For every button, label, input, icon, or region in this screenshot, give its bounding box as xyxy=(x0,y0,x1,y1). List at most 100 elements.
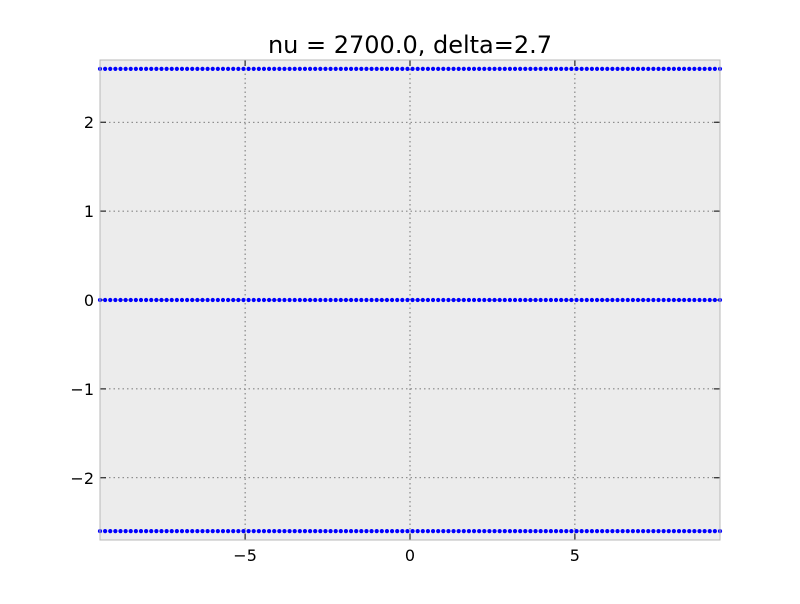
data-point xyxy=(538,297,543,303)
data-point xyxy=(584,66,589,71)
data-point xyxy=(594,529,600,534)
data-point xyxy=(574,66,579,71)
data-point xyxy=(600,297,605,303)
data-point xyxy=(364,66,369,71)
data-point xyxy=(384,66,390,71)
data-point xyxy=(292,529,297,534)
data-point xyxy=(379,297,384,303)
data-point xyxy=(466,529,472,534)
data-point xyxy=(364,297,369,303)
data-point xyxy=(605,297,610,303)
data-point xyxy=(471,297,477,303)
data-point xyxy=(533,297,538,303)
data-point xyxy=(538,66,543,71)
data-point xyxy=(354,297,359,303)
data-point xyxy=(702,297,707,303)
data-point xyxy=(118,529,123,534)
data-point xyxy=(113,529,118,534)
data-point xyxy=(261,297,267,303)
data-point xyxy=(518,297,523,303)
data-point xyxy=(374,529,379,534)
data-point xyxy=(682,297,687,303)
data-point xyxy=(584,529,589,534)
data-point xyxy=(471,66,477,71)
data-point xyxy=(579,529,584,534)
data-point xyxy=(405,529,410,534)
data-point xyxy=(461,297,466,303)
data-point xyxy=(200,66,205,71)
data-point xyxy=(635,529,641,534)
data-point xyxy=(113,297,118,303)
data-point xyxy=(559,297,564,303)
data-point xyxy=(354,66,359,71)
data-point xyxy=(338,66,343,71)
data-point xyxy=(553,297,559,303)
data-point xyxy=(523,529,528,534)
data-point xyxy=(451,529,456,534)
data-point xyxy=(425,66,431,71)
data-point xyxy=(323,529,328,534)
data-point xyxy=(354,529,359,534)
data-point xyxy=(543,66,548,71)
data-point xyxy=(185,529,190,534)
data-point xyxy=(502,297,507,303)
data-point xyxy=(471,529,477,534)
data-point xyxy=(190,66,195,71)
data-point xyxy=(369,529,374,534)
data-point xyxy=(307,297,313,303)
data-point xyxy=(185,297,190,303)
data-point xyxy=(461,66,466,71)
data-point xyxy=(425,297,431,303)
data-point xyxy=(159,297,164,303)
data-point xyxy=(569,297,574,303)
data-point xyxy=(548,297,554,303)
data-point xyxy=(692,297,697,303)
data-point xyxy=(307,66,313,71)
series-row xyxy=(97,529,723,534)
data-point xyxy=(625,66,630,71)
data-point xyxy=(164,66,169,71)
data-point xyxy=(159,529,164,534)
data-point xyxy=(256,66,261,71)
data-point xyxy=(118,66,123,71)
data-point xyxy=(656,529,661,534)
data-point xyxy=(512,66,518,71)
data-point xyxy=(646,66,651,71)
data-point xyxy=(210,529,215,534)
scatter-points xyxy=(97,66,723,534)
data-point xyxy=(297,297,302,303)
data-point xyxy=(225,529,231,534)
data-point xyxy=(338,297,343,303)
data-point xyxy=(395,66,400,71)
data-point xyxy=(425,529,431,534)
data-point xyxy=(482,529,487,534)
data-point xyxy=(682,529,687,534)
data-point xyxy=(405,297,410,303)
data-point xyxy=(528,529,533,534)
data-point xyxy=(287,297,292,303)
data-point xyxy=(420,297,425,303)
data-point xyxy=(466,297,472,303)
data-point xyxy=(164,297,169,303)
data-point xyxy=(133,66,138,71)
data-point xyxy=(251,66,256,71)
data-point xyxy=(292,66,297,71)
data-point xyxy=(333,66,338,71)
data-point xyxy=(533,529,538,534)
data-point xyxy=(497,297,502,303)
data-point xyxy=(420,529,425,534)
data-point xyxy=(144,297,149,303)
data-point xyxy=(543,297,548,303)
data-point xyxy=(615,529,620,534)
data-point xyxy=(569,529,574,534)
data-point xyxy=(297,66,302,71)
data-point xyxy=(313,529,318,534)
data-point xyxy=(487,66,492,71)
data-point xyxy=(215,529,220,534)
data-point xyxy=(415,529,420,534)
axis-ticks xyxy=(100,60,720,540)
data-point xyxy=(328,529,333,534)
data-point xyxy=(333,297,338,303)
data-point xyxy=(497,529,502,534)
